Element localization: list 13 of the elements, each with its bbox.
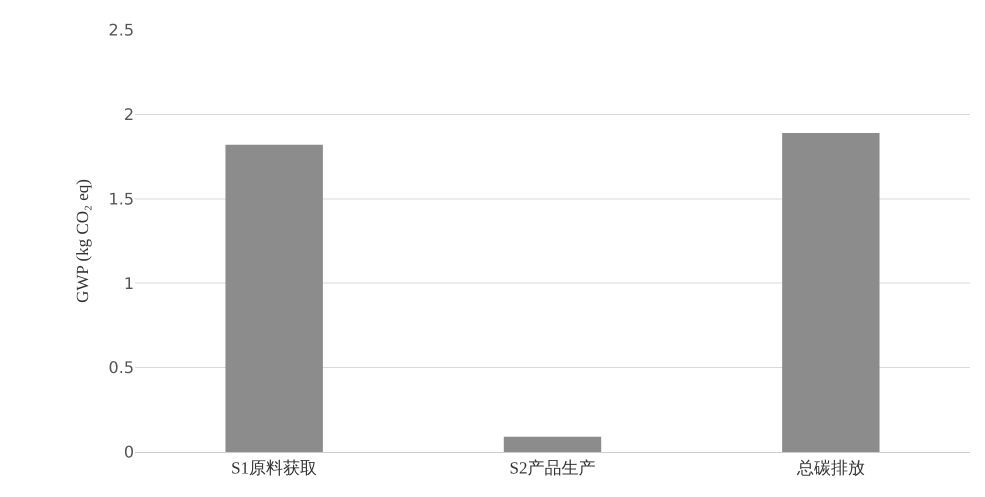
y-tick-label: 0 (124, 442, 134, 462)
y-tick-label: 1 (124, 274, 134, 293)
bar (504, 436, 602, 452)
y-tick-label: 2.5 (108, 20, 134, 40)
y-tick-label: 0.5 (108, 358, 134, 378)
x-tick-label: 总碳排放 (796, 458, 865, 478)
y-tick-label: 2 (124, 105, 134, 124)
x-tick-label: S1原料获取 (231, 458, 318, 478)
bar (225, 144, 323, 452)
y-tick-label: 1.5 (108, 189, 134, 208)
y-axis-title: GWP (kg CO₂ eq) (73, 179, 92, 303)
bar (782, 132, 880, 452)
x-tick-label: S2产品生产 (510, 458, 596, 478)
